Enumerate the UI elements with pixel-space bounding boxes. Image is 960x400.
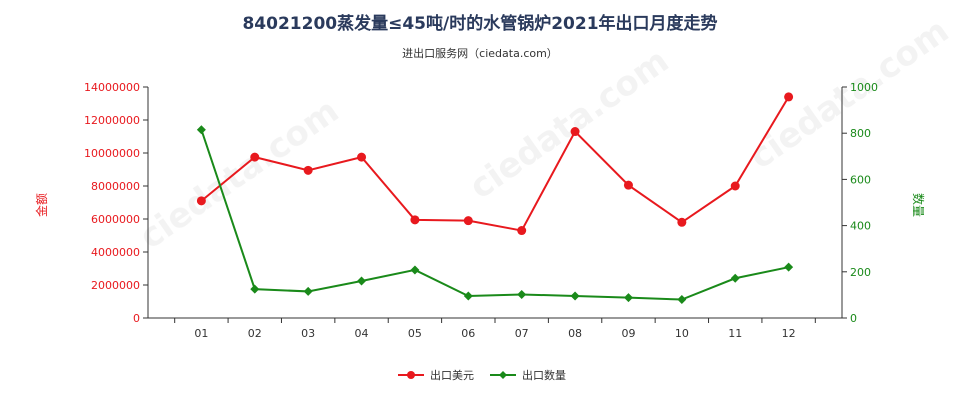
legend-marker-2 bbox=[499, 371, 507, 379]
left-axis-tick-label: 10000000 bbox=[84, 147, 140, 160]
left-axis-tick-label: 14000000 bbox=[84, 81, 140, 94]
series-1-point bbox=[250, 152, 260, 162]
left-axis-tick-label: 2000000 bbox=[91, 279, 140, 292]
x-axis-tick-label: 07 bbox=[515, 327, 529, 340]
series-2-point bbox=[410, 265, 420, 275]
left-axis-tick-label: 4000000 bbox=[91, 246, 140, 259]
series-2-point bbox=[677, 295, 687, 305]
left-axis-tick-label: 8000000 bbox=[91, 180, 140, 193]
series-1-point bbox=[303, 165, 313, 175]
series-1-point bbox=[730, 181, 740, 191]
x-axis-tick-label: 06 bbox=[461, 327, 475, 340]
x-axis-tick-label: 09 bbox=[621, 327, 635, 340]
right-axis-tick-label: 200 bbox=[850, 266, 871, 279]
series-1-point bbox=[677, 217, 687, 227]
series-2-point bbox=[357, 276, 367, 286]
series-line-1 bbox=[200, 96, 790, 232]
x-axis-tick-label: 01 bbox=[194, 327, 208, 340]
chart-subtitle: 进出口服务网（ciedata.com） bbox=[402, 47, 558, 60]
x-axis-tick-label: 03 bbox=[301, 327, 315, 340]
legend-marker-1 bbox=[407, 371, 415, 379]
right-axis-tick-label: 800 bbox=[850, 127, 871, 140]
svg-text:ciedata.com: ciedata.com bbox=[132, 91, 346, 258]
right-axis-title: 数量 bbox=[911, 193, 926, 217]
series-line-2 bbox=[200, 129, 789, 301]
left-axis-tick-label: 0 bbox=[133, 312, 140, 325]
watermark: ciedata.com ciedata.com ciedata.com bbox=[132, 11, 956, 258]
x-axis-tick-label: 12 bbox=[782, 327, 796, 340]
series-1-point bbox=[517, 226, 527, 236]
right-axis-tick-label: 600 bbox=[850, 173, 871, 186]
series-2-point bbox=[623, 293, 633, 303]
series-2-point bbox=[730, 273, 740, 283]
x-axis-tick-label: 08 bbox=[568, 327, 582, 340]
series-1-point bbox=[410, 215, 420, 225]
series-2-point bbox=[303, 286, 313, 296]
x-axis-tick-label: 11 bbox=[728, 327, 742, 340]
right-axis-tick-label: 1000 bbox=[850, 81, 878, 94]
left-axis-tick-label: 12000000 bbox=[84, 114, 140, 127]
series-2-point bbox=[250, 284, 260, 294]
x-axis-tick-label: 05 bbox=[408, 327, 422, 340]
series-1-point bbox=[623, 180, 633, 190]
x-axis-tick-label: 10 bbox=[675, 327, 689, 340]
series-2-point bbox=[517, 289, 527, 299]
x-axis-tick-label: 04 bbox=[355, 327, 369, 340]
series-2-point bbox=[784, 262, 794, 272]
series-1-point bbox=[357, 152, 367, 162]
left-axis-tick-label: 6000000 bbox=[91, 213, 140, 226]
series-1-point bbox=[463, 216, 473, 226]
left-axis-title: 金额 bbox=[34, 193, 49, 217]
svg-text:ciedata.com: ciedata.com bbox=[742, 11, 956, 178]
series-2-point bbox=[196, 125, 206, 135]
chart-title: 84021200蒸发量≤45吨/时的水管锅炉2021年出口月度走势 bbox=[242, 14, 718, 34]
series-1-point bbox=[784, 92, 794, 102]
right-axis-tick-label: 0 bbox=[850, 312, 857, 325]
right-axis-tick-label: 400 bbox=[850, 220, 871, 233]
series-1-point bbox=[570, 127, 580, 137]
svg-text:ciedata.com: ciedata.com bbox=[462, 41, 676, 208]
series-2-point bbox=[463, 291, 473, 301]
series-1-point bbox=[196, 196, 206, 206]
x-axis-tick-label: 02 bbox=[248, 327, 262, 340]
legend-label-1: 出口美元 bbox=[430, 368, 474, 382]
series-2-point bbox=[570, 291, 580, 301]
legend-label-2: 出口数量 bbox=[522, 368, 566, 382]
